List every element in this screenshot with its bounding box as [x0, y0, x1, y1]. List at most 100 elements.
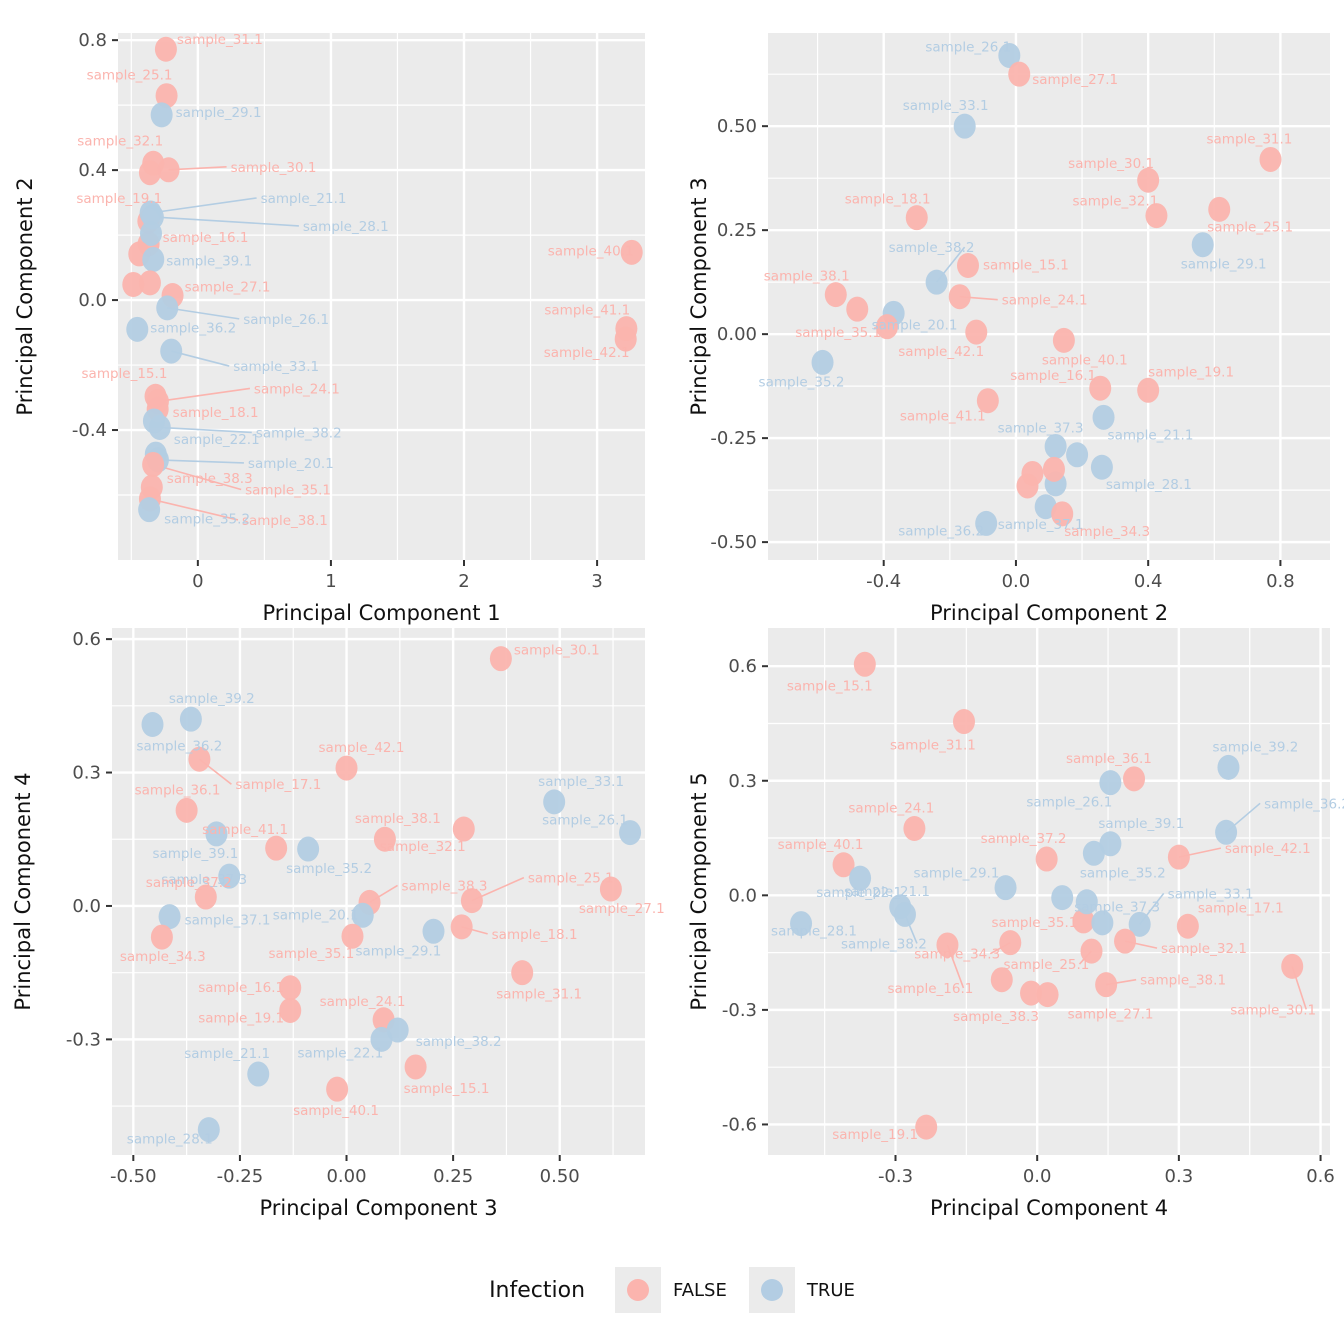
data-point[interactable]	[1099, 831, 1122, 857]
data-point[interactable]	[1075, 889, 1098, 915]
data-point[interactable]	[976, 388, 999, 414]
data-point[interactable]	[205, 821, 228, 847]
data-point[interactable]	[1092, 404, 1115, 430]
data-point[interactable]	[1036, 982, 1059, 1008]
data-point[interactable]	[126, 316, 149, 342]
data-point[interactable]	[1008, 61, 1031, 87]
data-point[interactable]	[790, 911, 813, 937]
data-point[interactable]	[1044, 433, 1067, 459]
data-point[interactable]	[957, 253, 980, 279]
data-point[interactable]	[450, 914, 473, 940]
data-point[interactable]	[156, 295, 179, 321]
data-point[interactable]	[975, 510, 998, 536]
data-point[interactable]	[141, 712, 164, 738]
data-point[interactable]	[1020, 980, 1043, 1006]
data-point[interactable]	[194, 884, 217, 910]
data-point[interactable]	[1052, 327, 1075, 353]
data-point[interactable]	[905, 205, 928, 231]
data-point[interactable]	[893, 901, 916, 927]
data-point[interactable]	[1099, 770, 1122, 796]
data-point[interactable]	[853, 651, 876, 677]
data-point[interactable]	[1123, 766, 1146, 792]
data-point[interactable]	[460, 888, 483, 914]
data-point[interactable]	[1208, 196, 1231, 222]
data-point[interactable]	[1145, 203, 1168, 229]
data-point[interactable]	[1281, 953, 1304, 979]
data-point[interactable]	[998, 42, 1021, 68]
data-point[interactable]	[142, 451, 165, 477]
data-point[interactable]	[915, 1114, 938, 1140]
data-point[interactable]	[247, 1061, 270, 1087]
data-point[interactable]	[1089, 375, 1112, 401]
data-point[interactable]	[1215, 819, 1238, 845]
data-point[interactable]	[994, 875, 1017, 901]
data-point[interactable]	[1051, 501, 1074, 527]
data-point[interactable]	[265, 835, 288, 861]
data-point[interactable]	[1066, 442, 1089, 468]
data-point[interactable]	[218, 863, 241, 889]
data-point[interactable]	[903, 815, 926, 841]
legend-item-true[interactable]: TRUE	[748, 1267, 855, 1313]
data-point[interactable]	[154, 36, 177, 62]
data-point[interactable]	[1217, 754, 1240, 780]
data-point[interactable]	[999, 930, 1022, 956]
data-point[interactable]	[150, 924, 173, 950]
data-point[interactable]	[1091, 910, 1114, 936]
data-point[interactable]	[619, 820, 642, 846]
data-point[interactable]	[511, 960, 534, 986]
data-point[interactable]	[925, 269, 948, 295]
data-point[interactable]	[373, 826, 396, 852]
data-point[interactable]	[1114, 928, 1137, 954]
data-point[interactable]	[157, 157, 180, 183]
data-point[interactable]	[990, 967, 1013, 993]
data-point[interactable]	[341, 923, 364, 949]
data-point[interactable]	[140, 220, 163, 246]
data-point[interactable]	[846, 296, 869, 322]
data-point[interactable]	[175, 797, 198, 823]
data-point[interactable]	[599, 876, 622, 902]
data-point[interactable]	[1090, 454, 1113, 480]
data-point[interactable]	[1042, 456, 1065, 482]
data-point[interactable]	[297, 836, 320, 862]
data-point[interactable]	[386, 1017, 409, 1043]
data-point[interactable]	[452, 816, 475, 842]
data-point[interactable]	[1034, 494, 1057, 520]
legend-item-false[interactable]: FALSE	[615, 1267, 727, 1313]
data-point[interactable]	[122, 271, 145, 297]
data-point[interactable]	[1095, 972, 1118, 998]
data-point[interactable]	[1080, 938, 1103, 964]
data-point[interactable]	[179, 706, 202, 732]
data-point[interactable]	[1137, 377, 1160, 403]
data-point[interactable]	[326, 1076, 349, 1102]
data-point[interactable]	[948, 284, 971, 310]
data-point[interactable]	[335, 755, 358, 781]
data-point[interactable]	[849, 865, 872, 891]
data-point[interactable]	[1167, 844, 1190, 870]
data-point[interactable]	[1082, 840, 1105, 866]
data-point[interactable]	[876, 314, 899, 340]
data-point[interactable]	[370, 1026, 393, 1052]
data-point[interactable]	[142, 246, 165, 272]
data-point[interactable]	[952, 709, 975, 735]
data-point[interactable]	[543, 789, 566, 815]
data-point[interactable]	[138, 497, 161, 523]
data-point[interactable]	[158, 904, 181, 930]
data-point[interactable]	[936, 932, 959, 958]
data-point[interactable]	[832, 852, 855, 878]
data-point[interactable]	[953, 113, 976, 139]
data-point[interactable]	[160, 338, 183, 364]
data-point[interactable]	[824, 282, 847, 308]
data-point[interactable]	[811, 349, 834, 375]
data-point[interactable]	[614, 326, 637, 352]
data-point[interactable]	[1176, 913, 1199, 939]
data-point[interactable]	[1137, 167, 1160, 193]
data-point[interactable]	[351, 902, 374, 928]
data-point[interactable]	[1016, 473, 1039, 499]
data-point[interactable]	[404, 1054, 427, 1080]
data-point[interactable]	[620, 239, 643, 265]
data-point[interactable]	[489, 646, 512, 672]
data-point[interactable]	[1128, 911, 1151, 937]
data-point[interactable]	[1072, 908, 1095, 934]
data-point[interactable]	[197, 1117, 220, 1143]
data-point[interactable]	[138, 270, 161, 296]
